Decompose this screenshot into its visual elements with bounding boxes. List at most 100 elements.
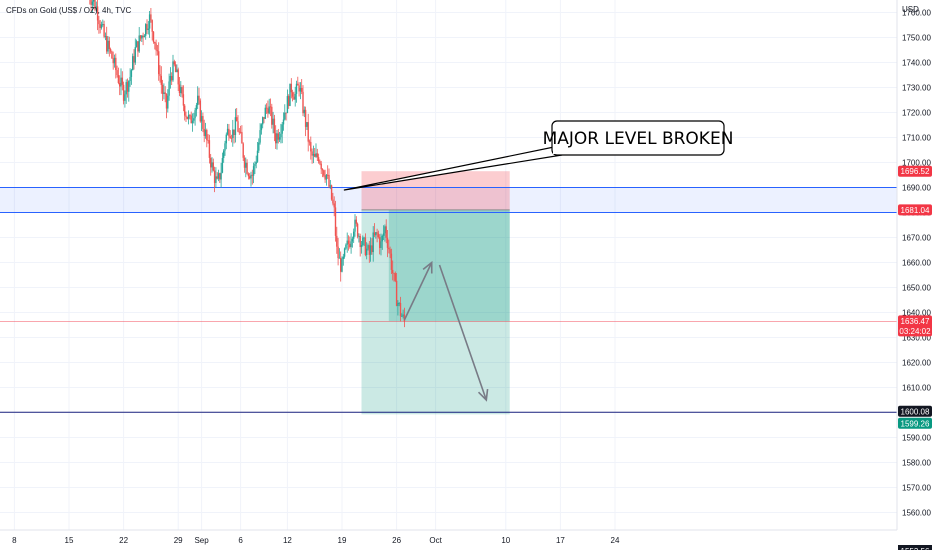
candle-body: [282, 119, 285, 125]
candle-body: [198, 95, 200, 101]
candle-body: [384, 226, 386, 234]
stop-loss-zone[interactable]: [361, 171, 510, 210]
price-badge: [898, 417, 932, 429]
candle-body: [197, 95, 199, 106]
candle-body: [130, 70, 133, 77]
candle-body: [204, 129, 207, 136]
price-badge-label: 1600.08: [901, 407, 930, 416]
y-tick-label: 1620.00: [902, 359, 931, 368]
callout-layer: MAJOR LEVEL BROKEN: [343, 120, 733, 191]
candle-body: [224, 143, 226, 151]
candle-body: [364, 237, 367, 256]
candle-body: [133, 56, 135, 63]
x-tick-label: 29: [174, 536, 183, 545]
candle-body: [320, 163, 322, 170]
candle-body: [217, 173, 220, 179]
y-tick-label: 1660.00: [902, 259, 931, 268]
candle-body: [272, 118, 274, 125]
candle-body: [312, 153, 315, 156]
price-badge: [898, 204, 932, 216]
candle-body: [380, 241, 382, 248]
candle-body: [185, 115, 187, 117]
projection-arrow[interactable]: [403, 262, 433, 321]
candle-body: [369, 245, 372, 255]
candle-body: [375, 232, 377, 236]
take-profit-zone[interactable]: [361, 209, 510, 415]
candle-body: [269, 106, 272, 108]
candle-body: [276, 133, 278, 144]
candle-body: [398, 303, 400, 304]
candle-body: [190, 115, 192, 124]
candle-body: [267, 108, 269, 114]
y-tick-label: 1670.00: [902, 234, 931, 243]
candle-body: [363, 237, 365, 239]
x-tick-label: 8: [12, 536, 17, 545]
candle-body: [150, 14, 152, 21]
candle-body: [246, 162, 248, 174]
callout-box[interactable]: [551, 120, 725, 156]
candle-body: [216, 176, 218, 179]
arrow-layer: [403, 260, 489, 402]
candle-body: [395, 280, 398, 306]
candle-body: [182, 94, 185, 106]
candle-body: [115, 57, 117, 71]
candle-body: [304, 109, 307, 127]
candle-body: [379, 237, 381, 248]
candle-body: [247, 173, 250, 177]
candle-body: [155, 43, 157, 51]
level-zone: [0, 187, 897, 213]
candle-body: [258, 142, 260, 151]
candle-body: [233, 129, 235, 135]
candle-body: [328, 174, 330, 187]
candle-body: [389, 249, 391, 254]
candle-body: [392, 269, 394, 274]
candle-body: [128, 81, 130, 92]
candle-body: [349, 243, 351, 248]
candle-body: [99, 24, 101, 28]
x-tick-label: 26: [392, 536, 401, 545]
candle-body: [142, 35, 144, 38]
candle-body: [129, 76, 131, 82]
candle-body: [264, 107, 266, 119]
candle-body: [310, 142, 312, 152]
candle-body: [323, 170, 325, 176]
candle-body: [160, 75, 162, 85]
candle-body: [232, 129, 234, 139]
candle-body: [106, 36, 108, 52]
candle-body: [330, 185, 333, 200]
x-tick-label: 22: [119, 536, 128, 545]
candle-body: [215, 176, 217, 183]
candle-body: [103, 24, 105, 37]
candle-body: [208, 140, 211, 158]
y-tick-label: 1690.00: [902, 184, 931, 193]
candle-body: [303, 109, 305, 114]
candle-body: [307, 122, 309, 142]
candle-body: [350, 241, 352, 248]
candle-body: [139, 35, 142, 39]
candle-body: [294, 93, 296, 100]
candle-body: [220, 172, 222, 180]
candle-body: [93, 0, 95, 2]
candle-body: [225, 134, 227, 144]
chart-title: CFDs on Gold (US$ / OZ), 4h, TVC: [6, 6, 131, 15]
candle-body: [354, 219, 356, 232]
candle-body: [316, 153, 318, 158]
candle-body: [277, 133, 279, 140]
candle-body: [255, 161, 257, 164]
candle-body: [390, 253, 393, 270]
projection-arrow[interactable]: [438, 264, 488, 401]
candle-body: [250, 174, 252, 179]
candle-body: [358, 235, 360, 237]
candle-body: [109, 49, 112, 52]
candle-body: [177, 69, 179, 85]
candle-body: [229, 136, 231, 138]
candle-body: [334, 207, 337, 236]
candle-body: [333, 203, 335, 208]
candle-body: [327, 174, 329, 176]
y-tick-label: 1710.00: [902, 134, 931, 143]
candle-body: [397, 303, 399, 306]
candle-body: [135, 41, 138, 48]
